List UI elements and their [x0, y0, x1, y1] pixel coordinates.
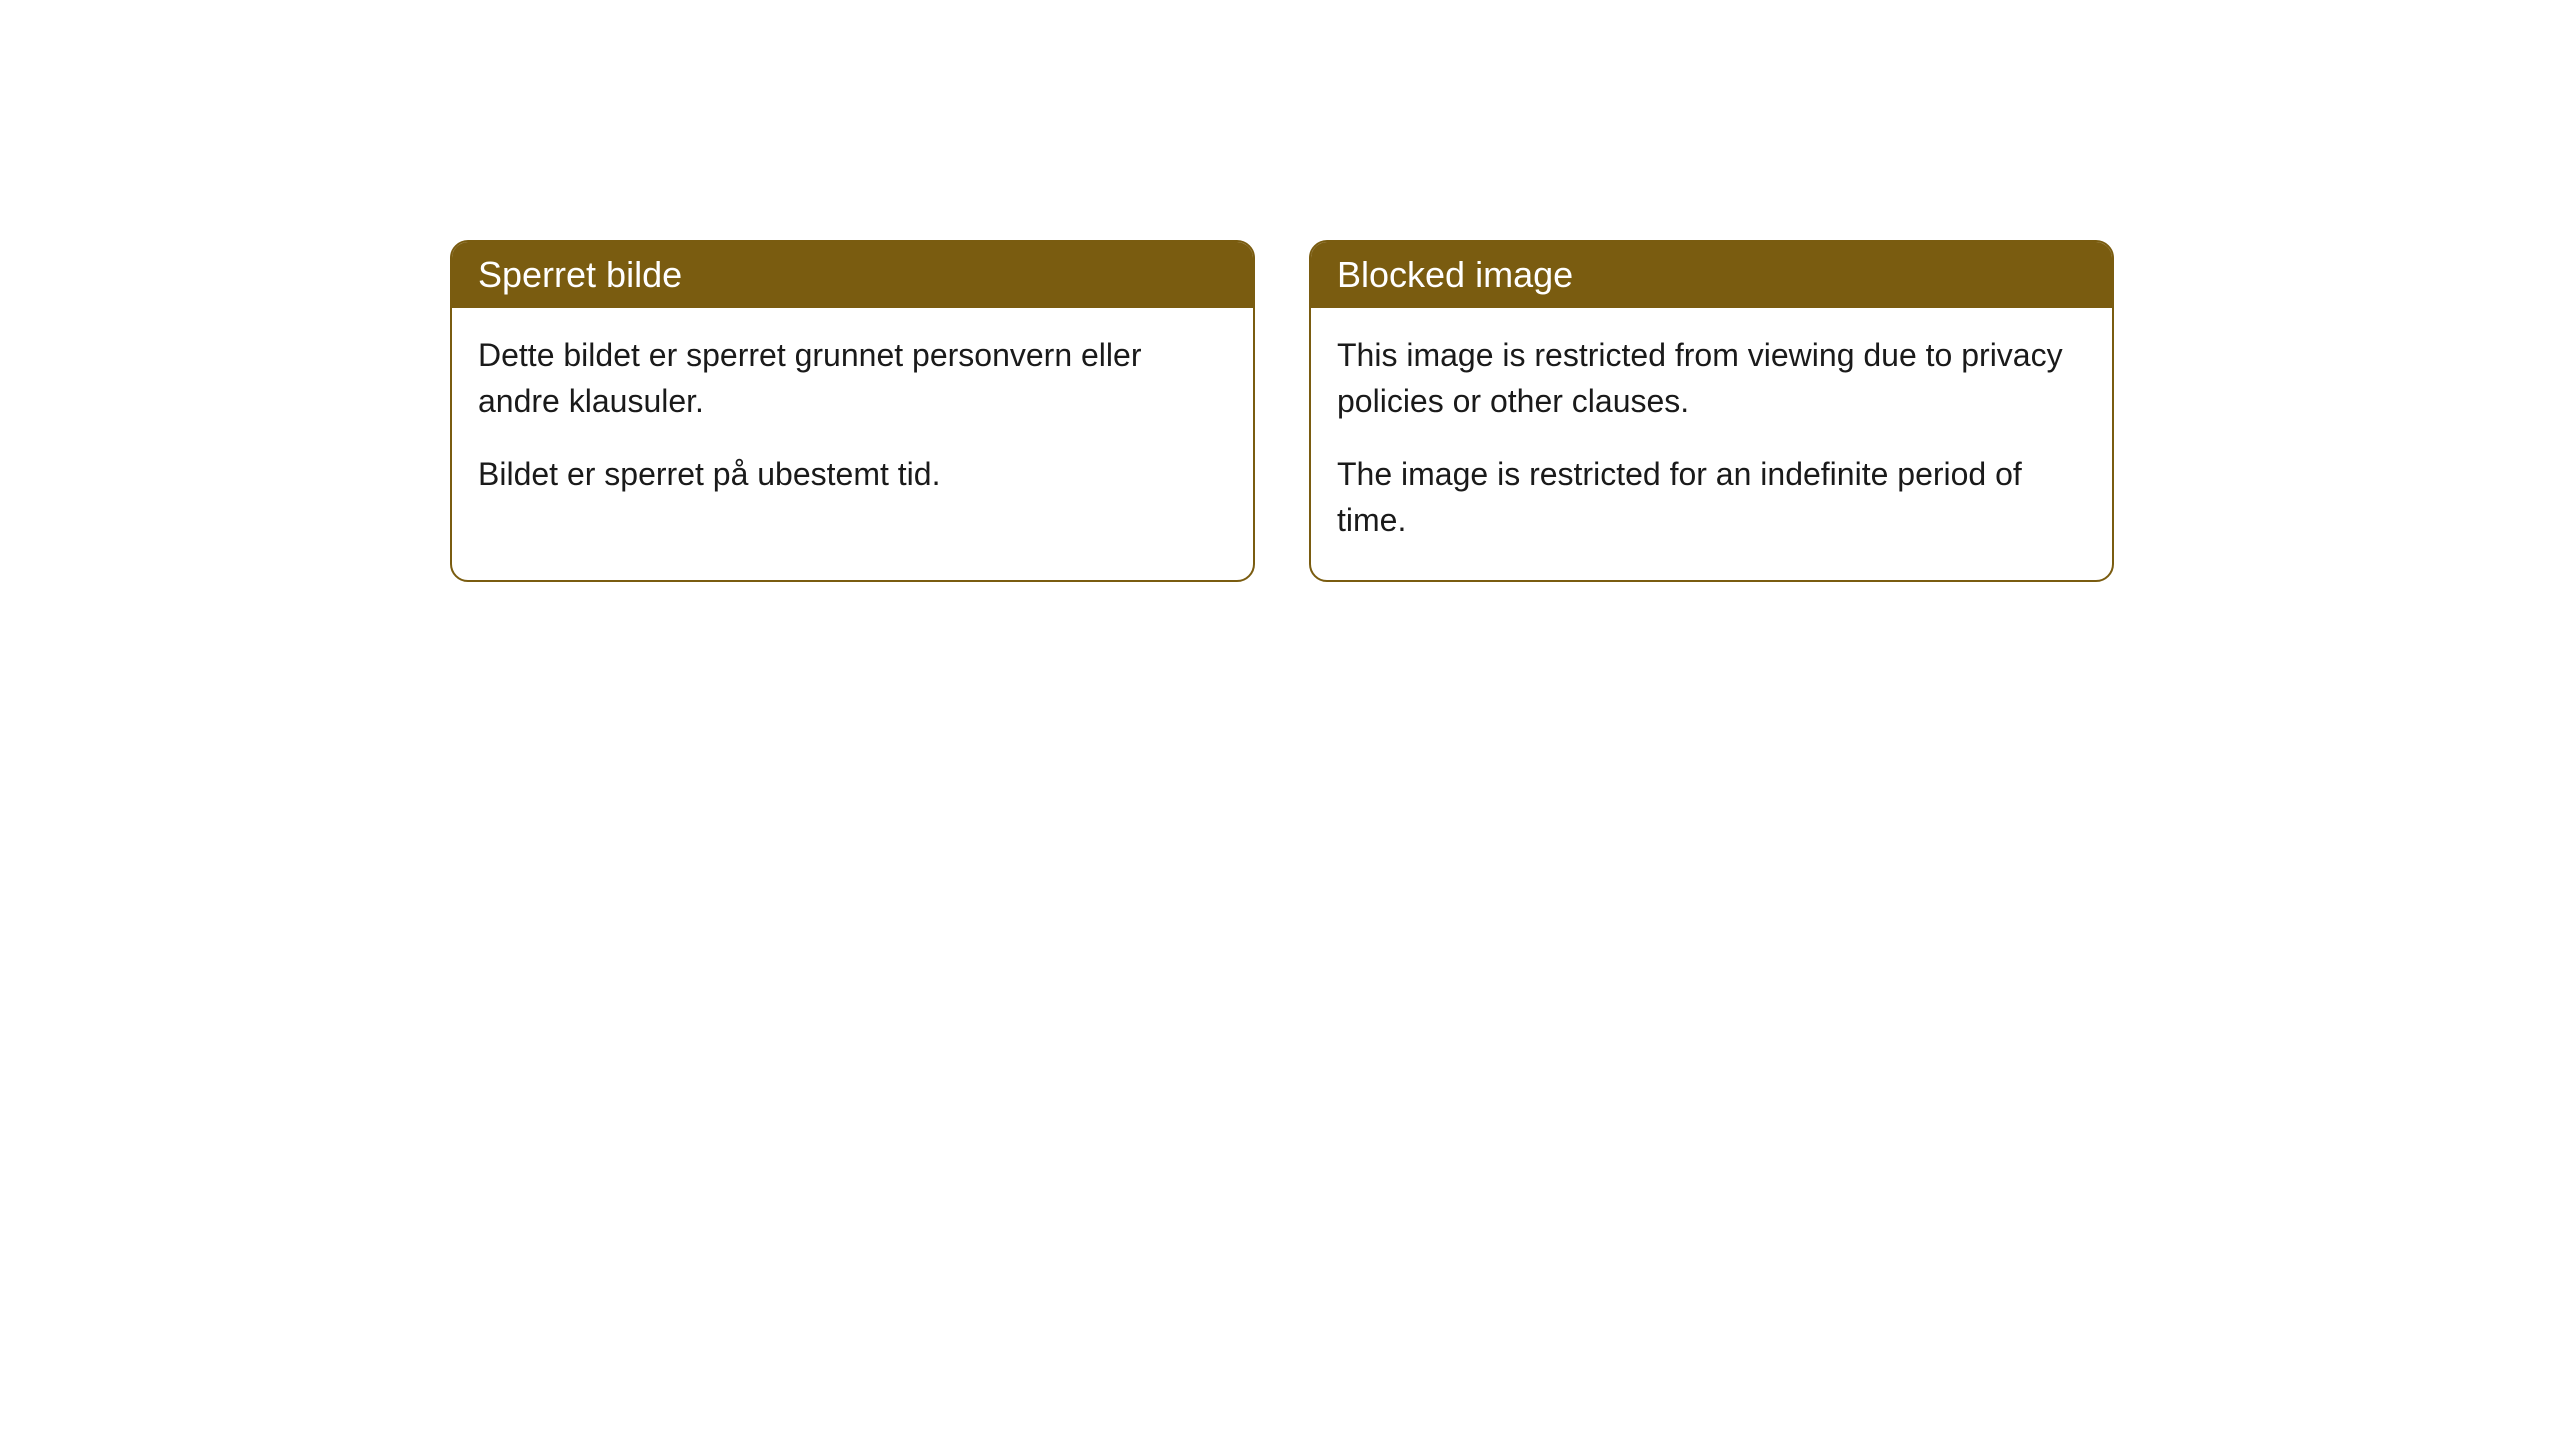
card-body: This image is restricted from viewing du…	[1311, 308, 2112, 580]
card-header: Sperret bilde	[452, 242, 1253, 308]
notice-paragraph: Bildet er sperret på ubestemt tid.	[478, 451, 1227, 497]
notice-paragraph: Dette bildet er sperret grunnet personve…	[478, 332, 1227, 425]
notice-paragraph: The image is restricted for an indefinit…	[1337, 451, 2086, 544]
notice-cards-container: Sperret bilde Dette bildet er sperret gr…	[450, 240, 2560, 582]
notice-card-norwegian: Sperret bilde Dette bildet er sperret gr…	[450, 240, 1255, 582]
notice-paragraph: This image is restricted from viewing du…	[1337, 332, 2086, 425]
notice-card-english: Blocked image This image is restricted f…	[1309, 240, 2114, 582]
card-header: Blocked image	[1311, 242, 2112, 308]
card-body: Dette bildet er sperret grunnet personve…	[452, 308, 1253, 533]
